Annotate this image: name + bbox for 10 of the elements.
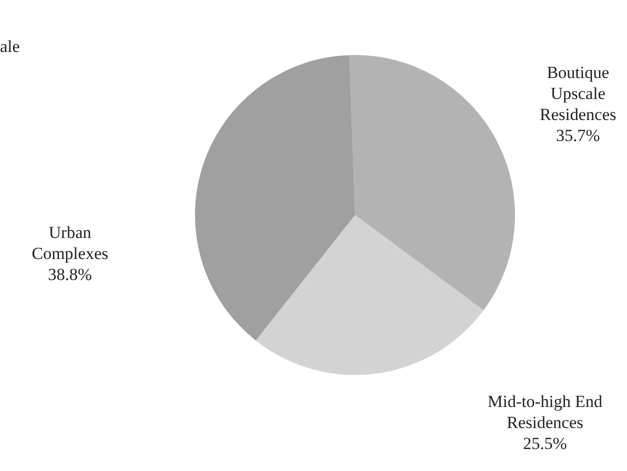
pie-slice (195, 55, 355, 341)
text: ale (0, 37, 20, 56)
pie-slice (349, 55, 515, 310)
pie-slice (256, 215, 484, 375)
slice-label: Urban Complexes (32, 223, 108, 263)
slice-label: Boutique Upscale Residences (540, 63, 616, 124)
data-label: 38.8% (48, 265, 92, 284)
slice-label: Mid-to-high End Residences (488, 392, 603, 432)
data-label: 35.7% (556, 126, 600, 145)
data-label: 25.5% (523, 434, 567, 453)
